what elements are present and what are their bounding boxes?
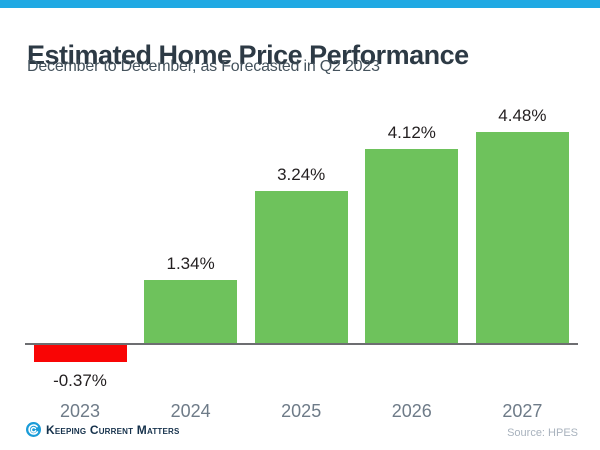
bar-2027 (475, 132, 569, 343)
value-label-2026: 4.12% (387, 123, 436, 142)
source-note: Source: HPES (507, 427, 578, 439)
bar-2024 (144, 280, 238, 343)
axis-label-2025: 2025 (281, 401, 322, 421)
brand-logo: Keeping Current Matters (26, 422, 180, 437)
bar-2025 (254, 191, 348, 343)
kcm-swirl-icon (26, 422, 41, 437)
axis-label-2027: 2027 (502, 401, 543, 421)
page-title: Estimated Home Price Performance (27, 40, 469, 71)
page-subtitle: December to December, as Forecasted in Q… (27, 58, 380, 75)
axis-label-2026: 2026 (391, 401, 432, 421)
value-label-2023: -0.37% (53, 371, 107, 390)
value-label-2025: 3.24% (277, 165, 326, 184)
axis-label-2024: 2024 (170, 401, 211, 421)
bar-2026 (365, 149, 459, 343)
brand-name: Keeping Current Matters (46, 422, 180, 437)
value-label-2024: 1.34% (166, 254, 215, 273)
value-label-2027: 4.48% (498, 106, 547, 125)
x-axis-line (25, 343, 578, 345)
bar-2023 (33, 345, 127, 362)
accent-top-strip (0, 0, 600, 8)
axis-label-2023: 2023 (59, 401, 101, 421)
